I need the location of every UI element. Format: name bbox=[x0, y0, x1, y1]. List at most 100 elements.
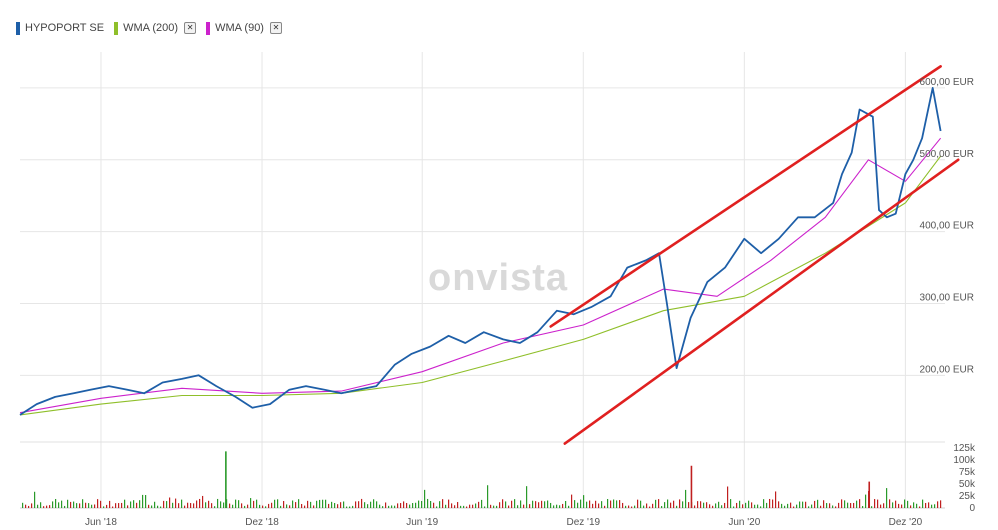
volume-bar bbox=[727, 486, 729, 508]
volume-bar bbox=[415, 502, 417, 508]
legend-item-1: WMA (200) ✕ bbox=[114, 21, 197, 35]
volume-bar bbox=[79, 503, 81, 508]
volume-bar bbox=[697, 501, 699, 508]
volume-bar bbox=[892, 502, 894, 508]
volume-bar bbox=[517, 505, 519, 508]
volume-bar bbox=[118, 503, 120, 508]
volume-bar bbox=[124, 499, 126, 508]
volume-bar bbox=[100, 500, 102, 508]
volume-bar bbox=[571, 494, 573, 508]
volume-bar bbox=[202, 495, 204, 508]
volume-bar bbox=[274, 499, 276, 508]
volume-bar bbox=[97, 499, 99, 508]
volume-bar bbox=[550, 502, 552, 508]
volume-bar bbox=[271, 502, 273, 508]
volume-bar bbox=[106, 504, 108, 508]
volume-bar bbox=[304, 505, 306, 508]
volume-bar bbox=[145, 495, 147, 508]
volume-bar bbox=[82, 499, 84, 508]
volume-bar bbox=[808, 506, 810, 508]
volume-bar bbox=[616, 500, 618, 508]
volume-bar bbox=[535, 501, 537, 508]
legend-item-2: WMA (90) ✕ bbox=[206, 21, 282, 35]
volume-bar bbox=[700, 501, 702, 508]
volume-bar bbox=[643, 505, 645, 508]
volume-bar bbox=[52, 501, 54, 508]
volume-bar bbox=[394, 505, 396, 508]
volume-bar bbox=[295, 502, 297, 508]
volume-bar bbox=[352, 505, 354, 508]
volume-bar bbox=[229, 503, 231, 508]
volume-bar bbox=[121, 502, 123, 508]
volume-bar bbox=[157, 505, 159, 508]
volume-bar bbox=[211, 503, 213, 508]
volume-bar bbox=[718, 501, 720, 508]
volume-bar bbox=[154, 501, 156, 508]
volume-bar bbox=[652, 503, 654, 508]
volume-bar bbox=[547, 500, 549, 508]
volume-bar bbox=[310, 501, 312, 508]
legend-item-0: HYPOPORT SE bbox=[16, 21, 104, 35]
volume-bar bbox=[859, 499, 861, 508]
trend-channel-line-0 bbox=[549, 65, 942, 328]
volume-bar bbox=[688, 502, 690, 508]
volume-bar bbox=[553, 505, 555, 508]
volume-bar bbox=[712, 505, 714, 508]
volume-bar bbox=[625, 505, 627, 508]
volume-bar bbox=[880, 504, 882, 508]
volume-bar bbox=[346, 506, 348, 508]
volume-bar bbox=[793, 506, 795, 508]
volume-bar bbox=[631, 506, 633, 508]
volume-bar bbox=[598, 503, 600, 508]
y-tick-label: 300,00 EUR bbox=[920, 292, 974, 303]
volume-bar bbox=[835, 506, 837, 508]
volume-bar bbox=[919, 506, 921, 508]
volume-bar bbox=[541, 500, 543, 508]
volume-bar bbox=[127, 505, 129, 508]
volume-bar bbox=[787, 503, 789, 508]
remove-indicator-button[interactable]: ✕ bbox=[269, 22, 282, 34]
volume-bar bbox=[910, 505, 912, 508]
volume-bar bbox=[577, 502, 579, 508]
volume-bar bbox=[871, 506, 873, 508]
volume-bar bbox=[247, 504, 249, 508]
remove-indicator-button[interactable]: ✕ bbox=[184, 22, 197, 34]
volume-bar bbox=[646, 503, 648, 508]
volume-bar bbox=[364, 502, 366, 508]
volume-bar bbox=[253, 500, 255, 508]
volume-bar bbox=[781, 503, 783, 508]
volume-bar bbox=[298, 499, 300, 508]
volume-bar bbox=[160, 506, 162, 508]
volume-bar bbox=[307, 500, 309, 508]
volume-bar bbox=[76, 503, 78, 508]
volume-bar bbox=[214, 506, 216, 508]
volume-bar bbox=[208, 500, 210, 508]
volume-bar bbox=[472, 504, 474, 508]
volume-bar bbox=[40, 502, 42, 508]
x-tick-label: Jun '19 bbox=[406, 517, 438, 528]
volume-bar bbox=[283, 501, 285, 508]
volume-bar bbox=[790, 502, 792, 508]
volume-bar bbox=[895, 500, 897, 508]
volume-bar bbox=[217, 498, 219, 508]
volume-bar bbox=[322, 499, 324, 508]
volume-bar bbox=[268, 503, 270, 508]
volume-bar bbox=[580, 499, 582, 508]
volume-bar bbox=[505, 501, 507, 508]
legend-label: WMA (90) bbox=[215, 22, 264, 34]
volume-spike-bar bbox=[868, 481, 871, 508]
volume-bar bbox=[148, 504, 150, 508]
volume-bar bbox=[172, 502, 174, 508]
volume-bar bbox=[676, 505, 678, 508]
volume-bar bbox=[430, 500, 432, 508]
volume-bar bbox=[754, 504, 756, 508]
volume-bar bbox=[424, 489, 426, 508]
volume-bar bbox=[64, 505, 66, 508]
volume-bar bbox=[244, 505, 246, 508]
volume-bar bbox=[67, 499, 69, 508]
volume-bar bbox=[532, 500, 534, 508]
volume-bar bbox=[409, 504, 411, 508]
volume-bar bbox=[478, 501, 480, 508]
volume-tick-label: 25k bbox=[959, 491, 976, 502]
